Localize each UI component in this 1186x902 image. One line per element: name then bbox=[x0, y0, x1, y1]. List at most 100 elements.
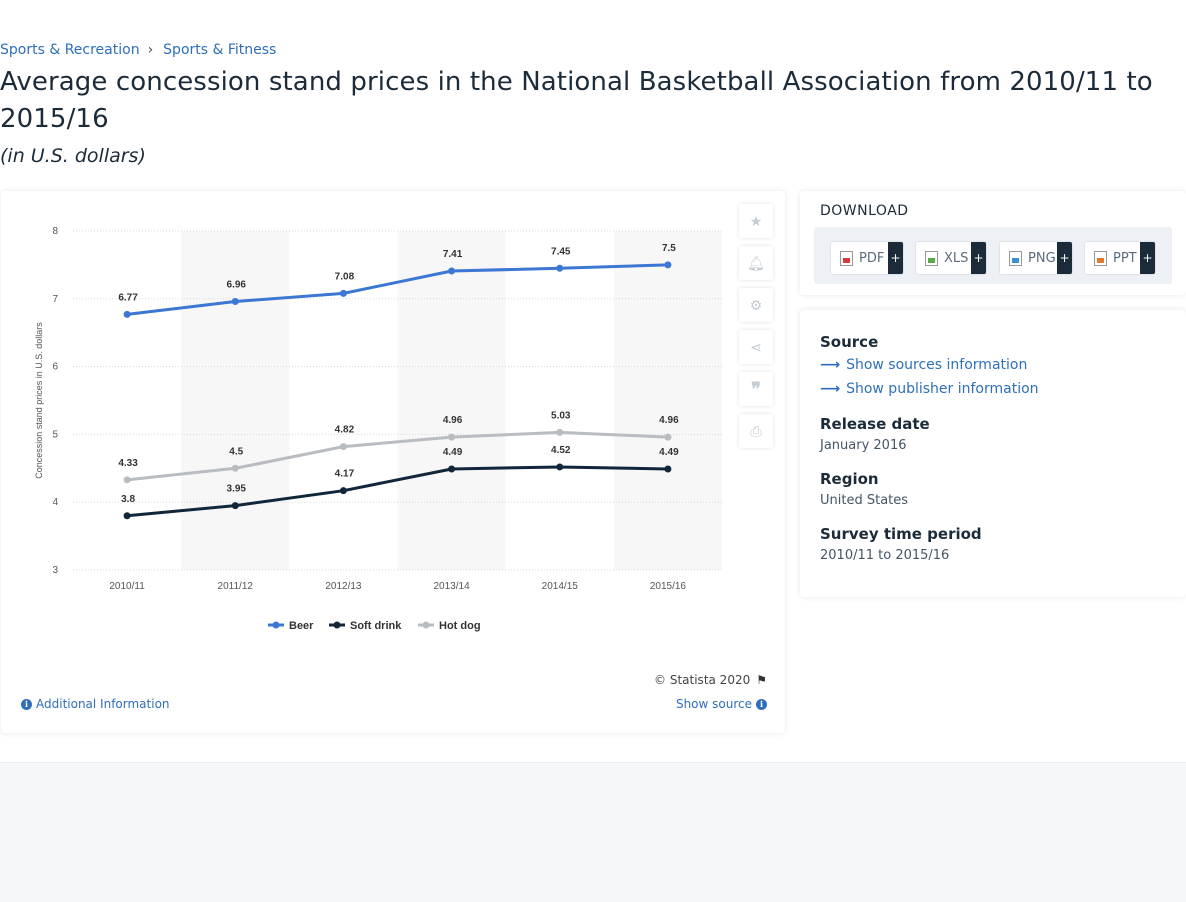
data-label: 7.45 bbox=[551, 246, 571, 257]
legend-swatch-dot bbox=[333, 621, 341, 629]
series-line bbox=[125, 430, 670, 482]
share-icon: ⋖ bbox=[750, 338, 762, 355]
quote-icon: ❞ bbox=[751, 378, 761, 399]
data-label: 4.52 bbox=[551, 445, 571, 456]
survey-period-value: 2010/11 to 2015/16 bbox=[820, 548, 950, 563]
show-publisher-label: Show publisher information bbox=[846, 381, 1039, 397]
line-chart: 3 4 5 6 7 8 2010/11 2011/12 2012/13 2013/14 2014/1… bbox=[34, 226, 722, 632]
data-point bbox=[231, 464, 239, 472]
data-label: 4.82 bbox=[335, 425, 355, 436]
y-tick-label: 8 bbox=[52, 226, 58, 237]
data-point bbox=[123, 310, 131, 318]
data-point bbox=[448, 433, 456, 441]
show-source-link[interactable]: Show source i bbox=[676, 697, 767, 711]
share-button[interactable]: ⋖ bbox=[739, 330, 773, 364]
y-axis-label: Concession stand prices in U.S. dollars bbox=[34, 322, 44, 479]
chart-toolbar: ★ 🔔︎ ⚙ ⋖ ❞ ⎙ bbox=[739, 204, 773, 456]
data-label: 4.49 bbox=[659, 447, 679, 458]
star-icon: ★ bbox=[749, 212, 763, 229]
favorite-button[interactable]: ★ bbox=[739, 204, 773, 238]
y-tick-label: 6 bbox=[52, 362, 58, 373]
download-ppt-label: PPT bbox=[1113, 250, 1137, 266]
gear-icon: ⚙ bbox=[749, 296, 763, 313]
download-xls-label: XLS bbox=[944, 250, 969, 266]
settings-button[interactable]: ⚙ bbox=[739, 288, 773, 322]
data-label: 3.95 bbox=[227, 484, 247, 495]
data-point bbox=[231, 298, 239, 306]
release-date-label: Release date bbox=[820, 415, 930, 433]
show-publisher-link[interactable]: ⟶ Show publisher information bbox=[820, 381, 1039, 397]
breadcrumb-sports-fitness[interactable]: Sports & Fitness bbox=[163, 42, 277, 58]
x-tick-label: 2015/16 bbox=[650, 581, 687, 592]
x-tick-label: 2012/13 bbox=[325, 581, 362, 592]
show-sources-link[interactable]: ⟶ Show sources information bbox=[820, 357, 1027, 373]
x-tick-label: 2010/11 bbox=[109, 581, 145, 592]
download-title: DOWNLOAD bbox=[820, 203, 909, 219]
data-label: 7.08 bbox=[335, 271, 355, 282]
data-label: 6.77 bbox=[118, 292, 138, 303]
notification-button[interactable]: 🔔︎ bbox=[739, 246, 773, 280]
column-band bbox=[613, 231, 722, 570]
download-pdf-button[interactable]: PDF + bbox=[830, 241, 904, 275]
data-label: 4.96 bbox=[443, 415, 463, 426]
data-label: 4.33 bbox=[118, 458, 138, 469]
flag-icon[interactable]: ⚑ bbox=[756, 673, 767, 687]
data-label: 4.5 bbox=[229, 446, 243, 457]
data-point bbox=[448, 465, 456, 473]
download-png-label: PNG bbox=[1028, 250, 1056, 266]
print-button[interactable]: ⎙ bbox=[739, 414, 773, 448]
data-point bbox=[556, 428, 564, 436]
release-date-value: January 2016 bbox=[820, 438, 907, 453]
ppt-file-icon bbox=[1094, 250, 1107, 266]
pdf-file-icon bbox=[840, 250, 853, 266]
download-xls-button[interactable]: XLS + bbox=[915, 241, 987, 275]
data-point bbox=[339, 289, 347, 297]
column-band bbox=[181, 231, 290, 570]
show-source-label: Show source bbox=[675, 697, 752, 711]
plus-icon[interactable]: + bbox=[1140, 242, 1155, 274]
data-label: 5.03 bbox=[551, 410, 571, 421]
data-point bbox=[448, 267, 456, 275]
legend-swatch-dot bbox=[272, 621, 280, 629]
data-point bbox=[123, 476, 131, 484]
plus-icon[interactable]: + bbox=[888, 242, 903, 274]
data-label: 4.49 bbox=[443, 447, 463, 458]
breadcrumb: Sports & Recreation › Sports & Fitness bbox=[0, 42, 276, 58]
legend-swatch-dot bbox=[422, 621, 430, 629]
page-subtitle: (in U.S. dollars) bbox=[0, 145, 146, 167]
plus-icon[interactable]: + bbox=[971, 242, 986, 274]
page-title: Average concession stand prices in the N… bbox=[0, 67, 1153, 134]
data-label: 7.5 bbox=[662, 243, 676, 254]
survey-period-label: Survey time period bbox=[820, 525, 982, 543]
plus-icon[interactable]: + bbox=[1057, 242, 1072, 274]
cite-button[interactable]: ❞ bbox=[739, 372, 773, 406]
xls-file-icon bbox=[925, 250, 938, 266]
data-label: 6.96 bbox=[227, 280, 247, 291]
data-point bbox=[339, 443, 347, 451]
additional-information-link[interactable]: i Additional Information bbox=[21, 697, 170, 711]
info-icon: i bbox=[756, 698, 767, 710]
bottom-section bbox=[0, 762, 1186, 902]
data-point bbox=[556, 463, 564, 471]
breadcrumb-separator: › bbox=[147, 42, 154, 58]
x-tick-label: 2014/15 bbox=[542, 581, 579, 592]
png-file-icon bbox=[1009, 250, 1022, 266]
show-sources-label: Show sources information bbox=[846, 357, 1028, 373]
data-point bbox=[556, 264, 564, 272]
legend-entry: Soft drink bbox=[350, 620, 402, 632]
data-point bbox=[231, 502, 239, 510]
print-icon: ⎙ bbox=[750, 422, 762, 439]
download-panel: DOWNLOAD PDF + XLS + PNG + PPT + bbox=[800, 191, 1186, 295]
x-tick-label: 2013/14 bbox=[434, 581, 471, 592]
download-png-button[interactable]: PNG + bbox=[999, 241, 1073, 275]
y-tick-label: 7 bbox=[52, 294, 58, 305]
data-label: 7.41 bbox=[443, 249, 463, 260]
region-label: Region bbox=[820, 470, 879, 488]
y-tick-label: 3 bbox=[52, 565, 58, 576]
copyright-text: © Statista 2020 bbox=[654, 673, 751, 687]
download-ppt-button[interactable]: PPT + bbox=[1084, 241, 1156, 275]
breadcrumb-sports-recreation[interactable]: Sports & Recreation bbox=[0, 42, 140, 58]
y-tick-label: 4 bbox=[52, 497, 58, 508]
info-icon: i bbox=[21, 698, 32, 710]
arrow-right-icon: ⟶ bbox=[820, 381, 841, 397]
